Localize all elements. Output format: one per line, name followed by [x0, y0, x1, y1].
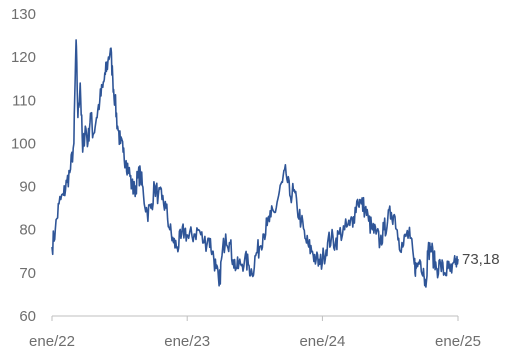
y-tick-label: 80	[19, 222, 36, 239]
y-tick-label: 100	[11, 135, 36, 152]
y-tick-label: 60	[19, 308, 36, 325]
y-axis-tick-labels: 60 70 80 90 100 110 120 130	[11, 6, 36, 325]
y-tick-label: 70	[19, 265, 36, 282]
x-tick-label: ene/24	[299, 333, 345, 350]
x-axis-tick-labels: ene/22 ene/23 ene/24 ene/25	[29, 333, 481, 350]
x-tick-label: ene/22	[29, 333, 75, 350]
y-tick-label: 90	[19, 179, 36, 196]
last-value-label: 73,18	[462, 251, 500, 268]
y-tick-label: 110	[12, 92, 36, 109]
series-line	[51, 39, 459, 288]
x-tick-label: ene/25	[435, 333, 481, 350]
x-tick-label: ene/23	[164, 333, 210, 350]
y-tick-label: 130	[11, 6, 36, 23]
x-axis-tick-marks	[51, 316, 459, 321]
y-tick-label: 120	[11, 49, 36, 66]
